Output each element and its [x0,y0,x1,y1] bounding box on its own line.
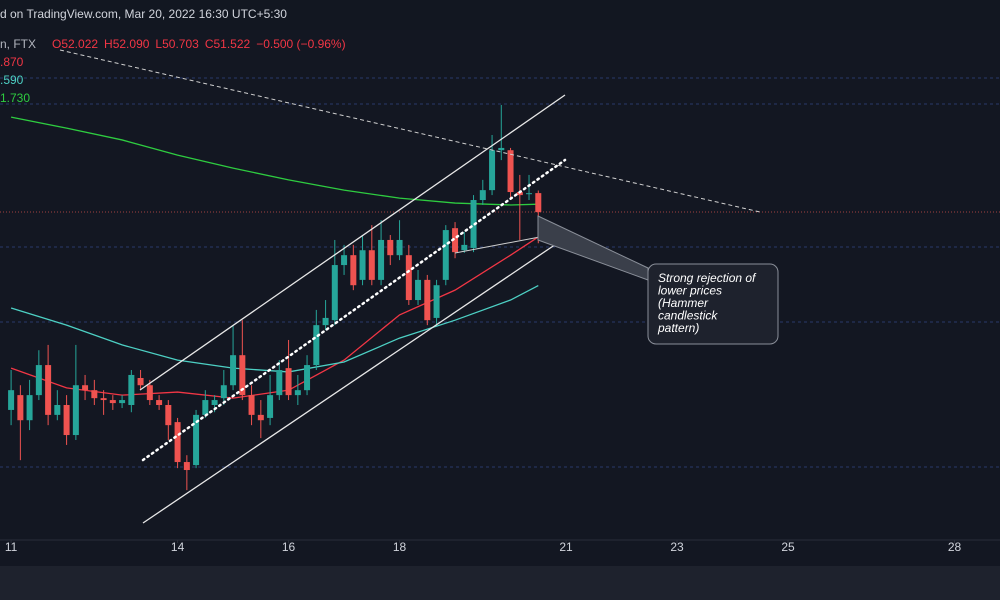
candle-body [304,365,311,391]
candle-body [211,400,218,405]
x-tick-label: 11 [5,540,18,554]
annotation-line: pattern) [657,321,699,335]
candle-body [220,385,227,399]
candle-body [489,150,496,191]
annotation-line: candlestick [658,309,718,323]
price-lines [0,77,1000,468]
candle-body [193,414,200,466]
watermark: d on TradingView.com, Mar 20, 2022 16:30… [0,7,287,21]
candle-body [54,405,61,415]
candle-body [516,192,523,196]
candle-body [368,250,375,280]
ohlc-value: H52.090 [104,37,150,51]
candle-body [322,317,329,326]
candle-body [276,370,283,396]
candle-body [433,285,440,318]
candle-body [137,378,144,386]
candle-body [72,385,79,436]
candle-body [183,462,190,471]
candle-body [156,400,163,405]
candle-body [45,365,52,415]
candle-body [91,390,98,399]
candle-body [507,150,514,193]
ma-label: .590 [0,73,24,87]
candle-body [165,405,172,426]
candle-body [341,255,348,266]
x-tick-label: 14 [171,540,185,554]
candle-body [452,228,459,253]
header-bar [0,0,1000,30]
candle-body [239,355,246,396]
candle-body [378,239,385,280]
time-axis [0,540,1000,566]
ohlc-value: L50.703 [155,37,199,51]
x-tick-label: 25 [781,540,795,554]
channel-lower [142,237,566,524]
change: −0.500 (−0.96%) [256,37,345,51]
ma-label: .870 [0,55,24,69]
trend-line [59,49,761,213]
candle-body [267,395,274,418]
ohlc-header: O52.022 H52.090 L50.703 C51.522 −0.500 (−0.9… [52,37,346,51]
ma-label: 1.730 [0,91,30,105]
candle-body [498,147,505,151]
candle-body [415,279,422,301]
candle-body [461,244,468,251]
ohlc-value: C51.522 [205,37,251,51]
candle-body [8,390,15,410]
candle-body [26,395,33,421]
candle-body [359,250,366,280]
drawings [59,49,779,524]
candle-body [109,400,116,404]
annotation-line: Strong rejection of [658,271,757,285]
candle-body [285,368,292,396]
candle-body [396,239,403,256]
candle-body [230,355,237,386]
candle-body [174,422,181,463]
annotation-line: lower prices [658,284,722,298]
candle-body [257,414,264,421]
channel-upper [139,94,566,391]
callout-box [647,263,779,345]
candle-body [35,365,42,396]
annotation-line: (Hammer [658,296,709,310]
candle-body [405,255,412,301]
x-tick-label: 16 [282,540,296,554]
candle-body [248,395,255,415]
candle-body [479,190,486,201]
support-line [454,235,546,254]
candle-body [294,390,301,396]
candle-body [17,395,24,421]
candle-body [313,325,320,366]
ohlc-value: O52.022 [52,37,98,51]
candle-body [526,193,533,195]
candle-body [535,193,542,213]
x-tick-label: 28 [948,540,962,554]
candle-body [350,255,357,286]
candle-body [128,374,135,405]
symbol: n, FTX [0,37,36,51]
x-tick-label: 23 [670,540,684,554]
x-tick-label: 18 [393,540,407,554]
channel-mid [141,158,567,462]
x-tick-label: 21 [559,540,573,554]
candle-body [146,385,153,401]
candle-body [100,398,107,401]
candle-body [82,385,89,391]
bottom-bar [0,566,1000,600]
candle-body [387,239,394,256]
candle-body [424,279,431,321]
candle-body [63,405,70,436]
candle-body [119,400,126,404]
candle-body [202,400,209,415]
candle-body [442,230,449,280]
candle-body [331,265,338,321]
